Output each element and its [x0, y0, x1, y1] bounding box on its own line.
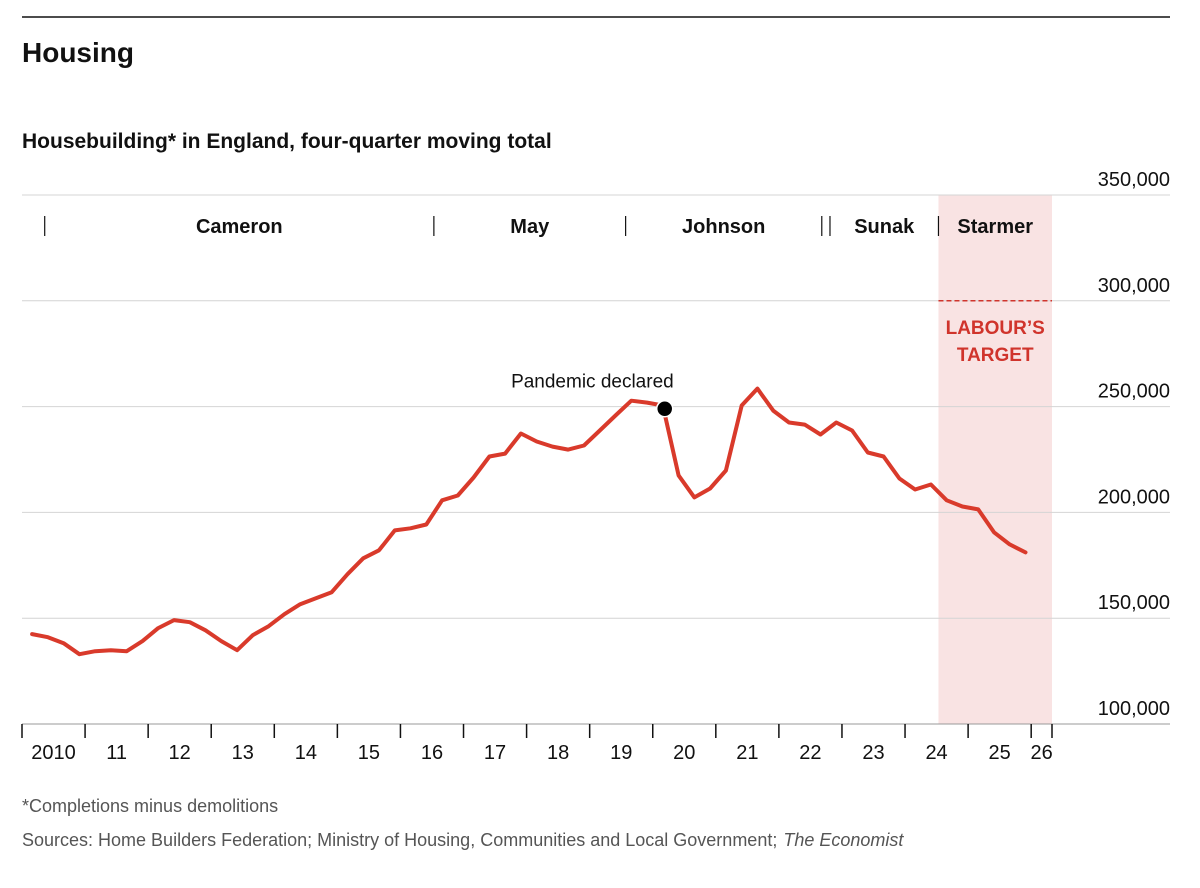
data-line	[30, 386, 1028, 657]
target-label: LABOUR’S	[946, 318, 1045, 339]
x-tick-label: 22	[799, 742, 821, 764]
x-tick-label: 21	[736, 742, 758, 764]
x-tick-label: 11	[106, 742, 127, 764]
chart-title: Housing	[22, 37, 134, 68]
x-tick-label: 15	[358, 742, 380, 764]
x-tick-label: 16	[421, 742, 443, 764]
x-tick-label: 20	[673, 742, 695, 764]
pm-name: Johnson	[682, 216, 765, 238]
y-tick-label: 250,000	[1098, 381, 1170, 403]
x-tick-label: 14	[295, 742, 317, 764]
y-tick-label: 150,000	[1098, 592, 1170, 614]
plot-area: 100,000 150,000 200,000 250,000 300,000 350,0…	[21, 169, 1170, 764]
x-tick-label: 18	[547, 742, 569, 764]
x-tick-label: 25	[989, 742, 1011, 764]
target-label: TARGET	[957, 345, 1034, 366]
event-label: Pandemic declared	[511, 372, 674, 393]
y-tick-label: 300,000	[1098, 275, 1170, 297]
source-italic: The Economist	[783, 830, 904, 850]
shaded-span	[938, 195, 1052, 724]
y-tick-label: 200,000	[1098, 486, 1170, 508]
pm-name: Starmer	[957, 216, 1033, 238]
pm-name: Sunak	[854, 216, 915, 238]
x-tick-label: 26	[1030, 742, 1052, 764]
x-tick-label: 19	[610, 742, 632, 764]
event-marker	[655, 399, 674, 418]
source: Sources: Home Builders Federation; Minis…	[22, 830, 904, 850]
pm-name: Cameron	[196, 216, 283, 238]
y-tick-label: 350,000	[1098, 169, 1170, 191]
source-text: Sources: Home Builders Federation; Minis…	[22, 830, 777, 850]
x-tick-label: 24	[925, 742, 947, 764]
x-tick-label: 12	[169, 742, 191, 764]
pm-name: May	[510, 216, 550, 238]
x-tick-label: 13	[232, 742, 254, 764]
footnote: *Completions minus demolitions	[22, 796, 278, 816]
x-tick-label: 23	[862, 742, 884, 764]
x-tick-label: 17	[484, 742, 506, 764]
chart-subtitle: Housebuilding* in England, four-quarter …	[22, 130, 552, 153]
x-tick-label: 2010	[31, 742, 76, 764]
y-tick-label: 100,000	[1098, 698, 1170, 720]
